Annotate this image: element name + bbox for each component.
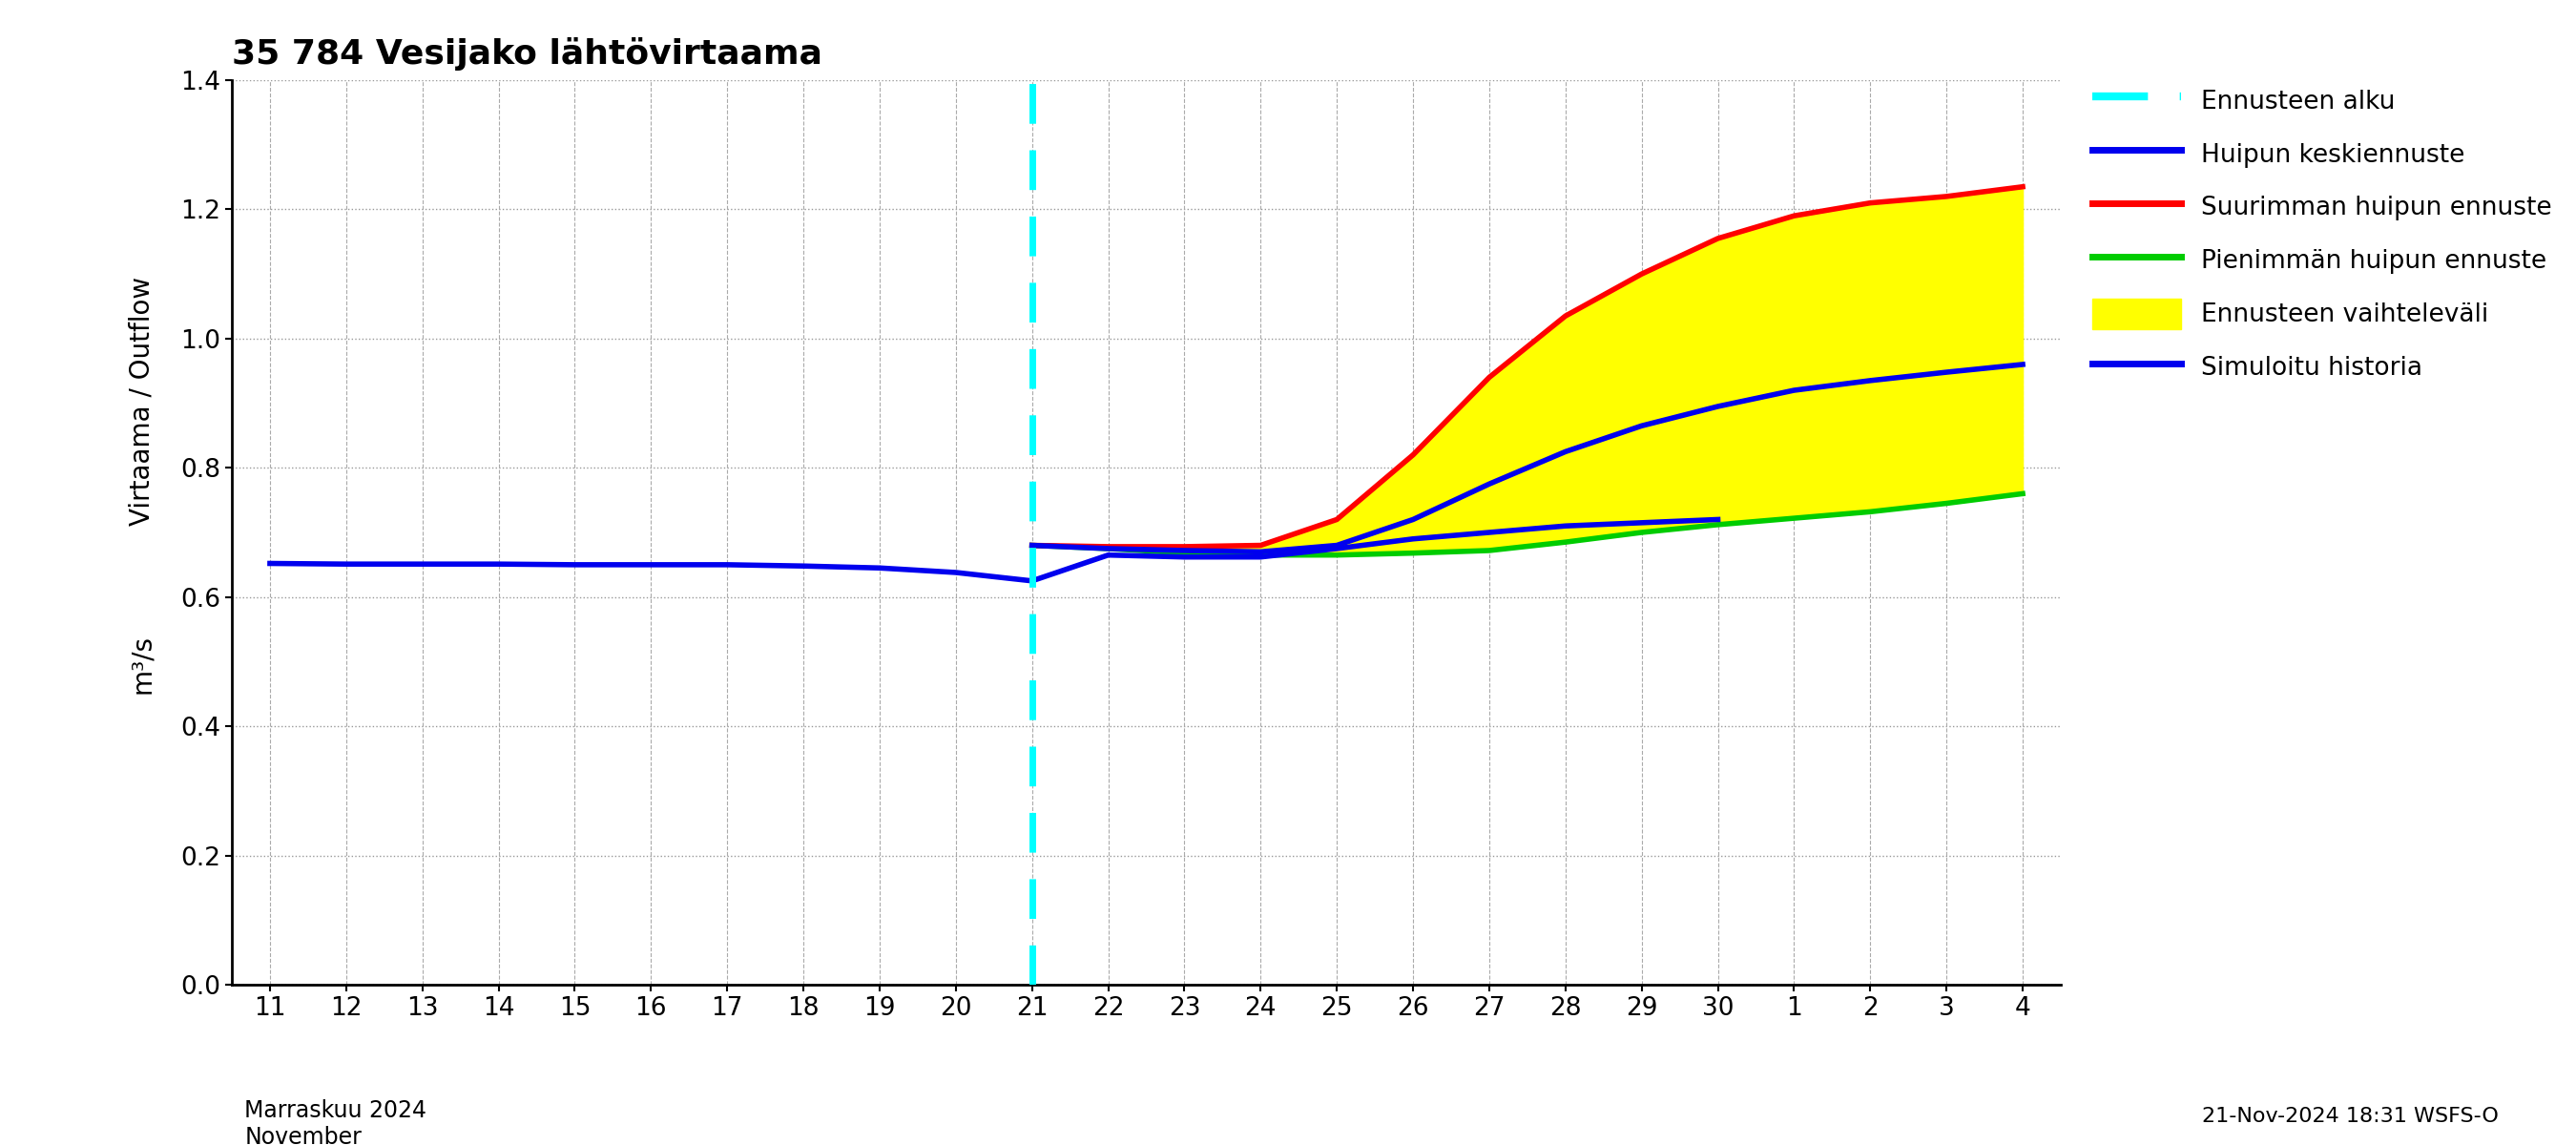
Text: m³/s: m³/s xyxy=(129,634,155,694)
Text: Marraskuu 2024
November: Marraskuu 2024 November xyxy=(245,1099,428,1145)
Legend: Ennusteen alku, Huipun keskiennuste, Suurimman huipun ennuste, Pienimmän huipun : Ennusteen alku, Huipun keskiennuste, Suu… xyxy=(2081,74,2561,393)
Text: 35 784 Vesijako lähtövirtaama: 35 784 Vesijako lähtövirtaama xyxy=(232,38,822,71)
Text: 21-Nov-2024 18:31 WSFS-O: 21-Nov-2024 18:31 WSFS-O xyxy=(2202,1107,2499,1126)
Text: Virtaama / Outflow: Virtaama / Outflow xyxy=(129,276,155,526)
